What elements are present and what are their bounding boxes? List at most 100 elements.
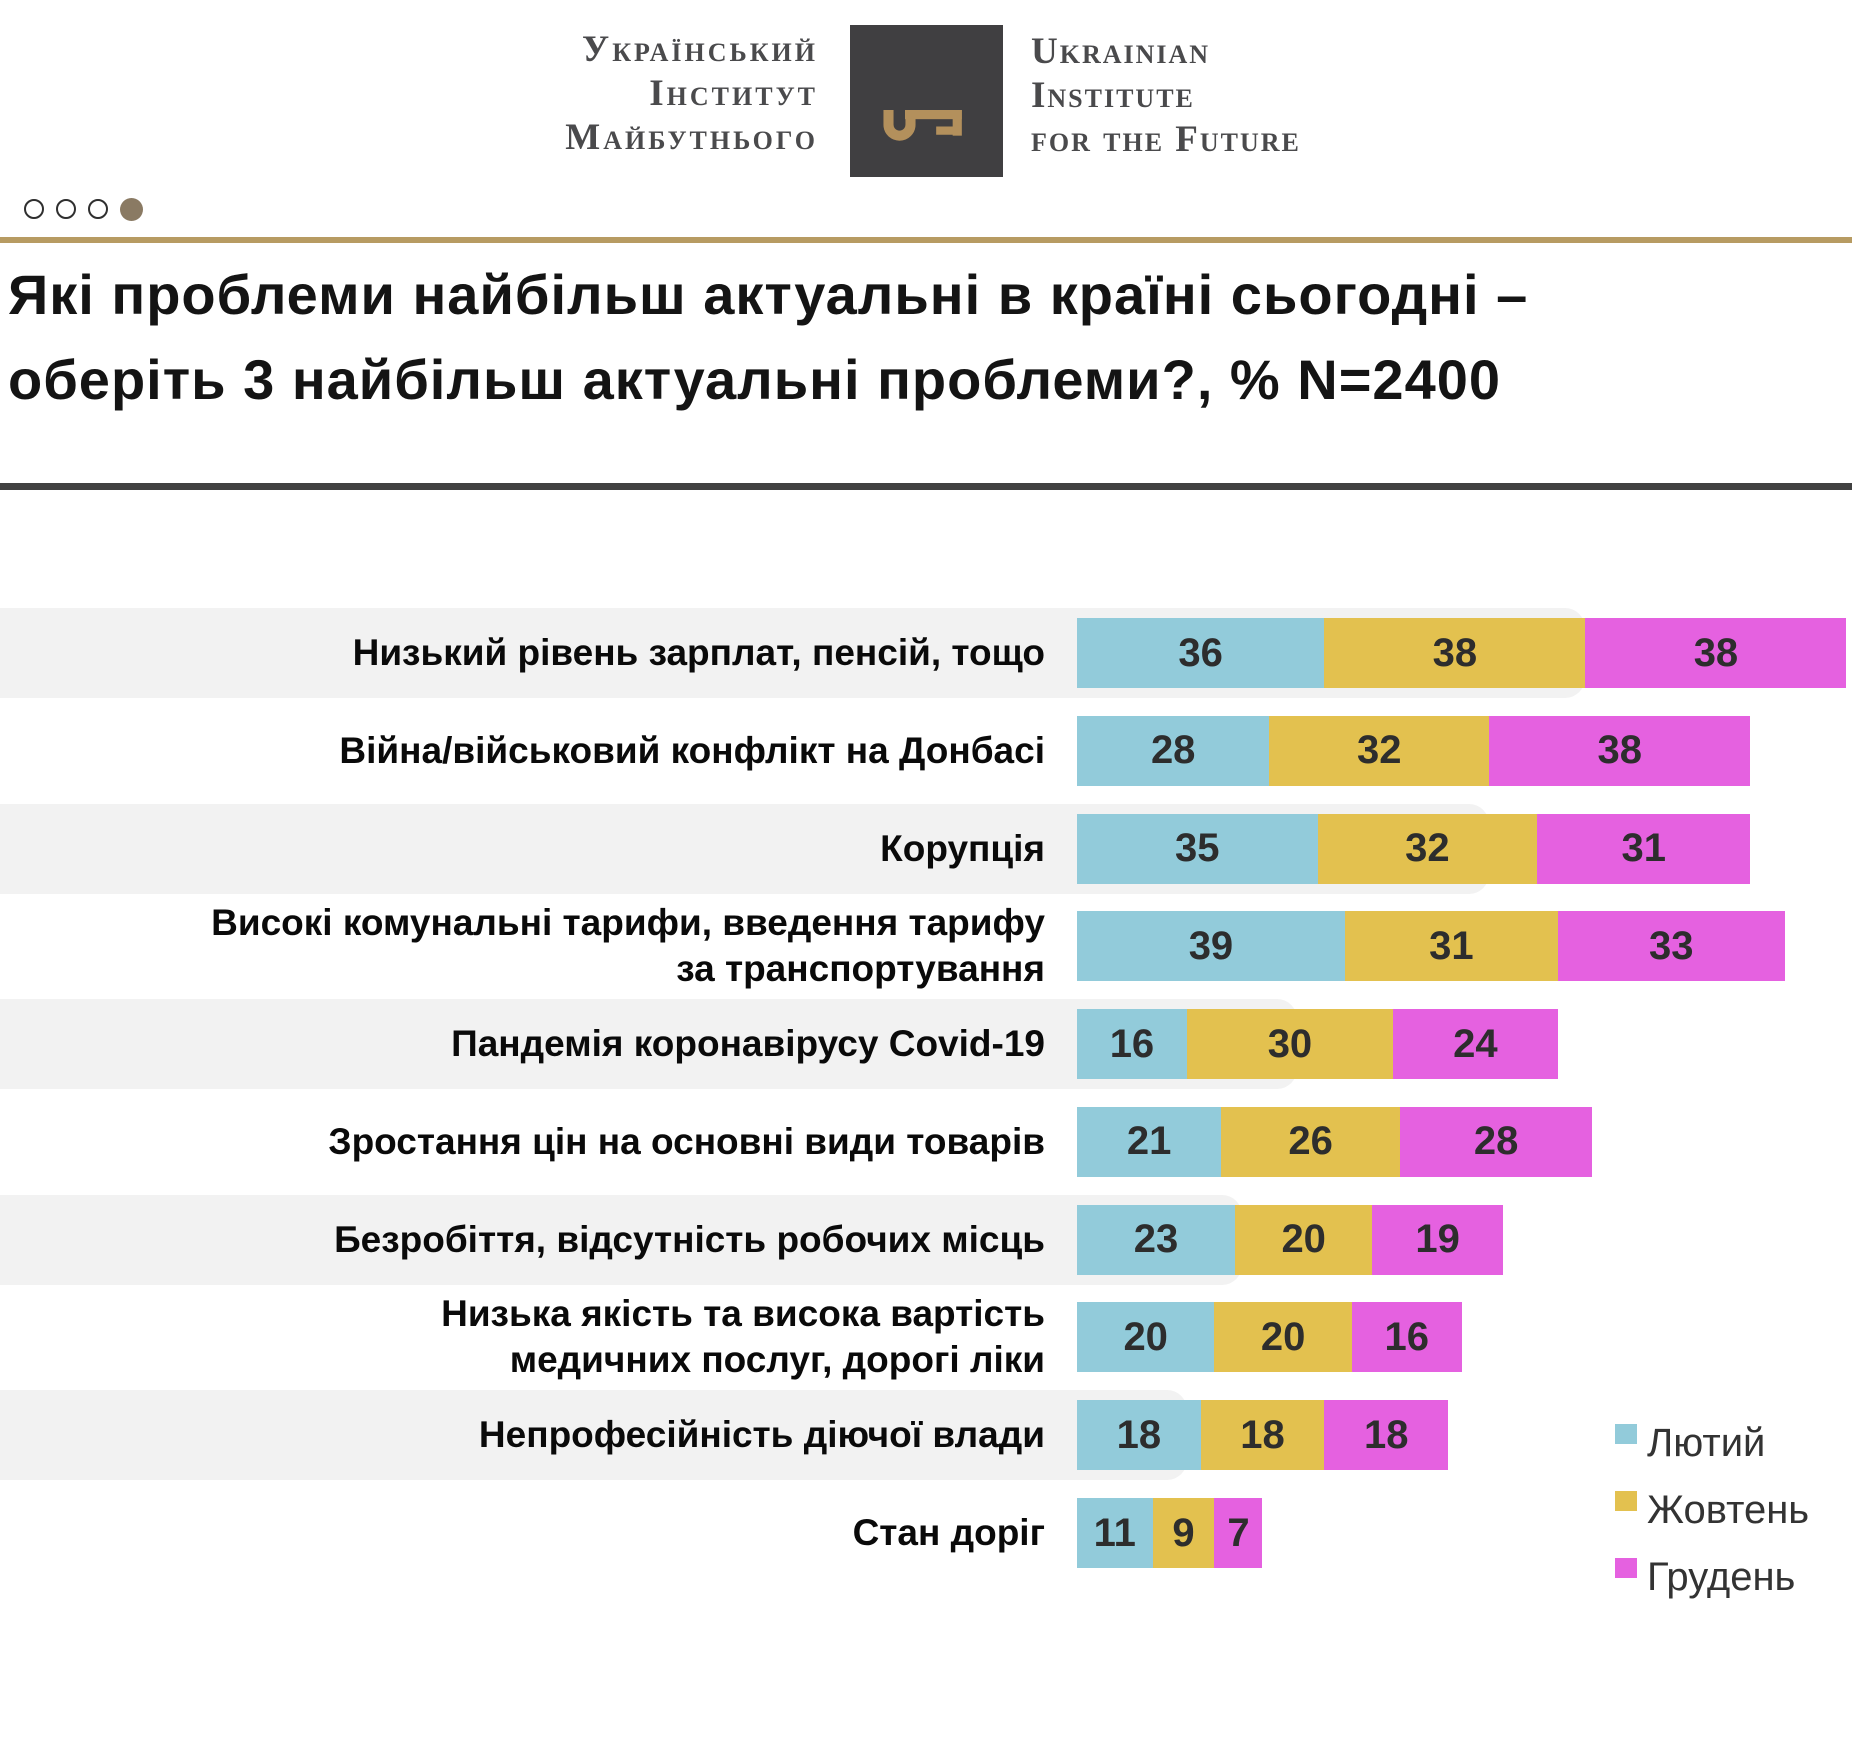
bar-segment-Жовтень: 32: [1269, 715, 1490, 786]
org-en-line3: for the Future: [1031, 119, 1301, 160]
legend-swatch: [1615, 1424, 1637, 1444]
bar-group: 20 20 16: [1077, 1302, 1462, 1373]
legend-item-Грудень: Грудень: [1615, 1555, 1809, 1599]
chart-row-4: Високі комунальні тарифи, введення тариф…: [0, 901, 1852, 991]
title-line2: оберіть 3 найбільш актуальні проблеми?, …: [8, 348, 1502, 411]
category-label-line: Пандемія коронавірусу Covid-19: [451, 1023, 1045, 1065]
bar-group: 18 18 18: [1077, 1400, 1449, 1471]
bar-group: 11 9 7: [1077, 1498, 1263, 1569]
category-label: Низький рівень зарплат, пенсій, тощо: [353, 608, 1045, 698]
bar-segment-Лютий: 21: [1077, 1106, 1222, 1177]
legend-item-Жовтень: Жовтень: [1615, 1488, 1810, 1532]
bar-segment-Лютий: 39: [1077, 911, 1345, 982]
bar-segment-Жовтень: 32: [1317, 813, 1538, 884]
category-label: Стан доріг: [853, 1488, 1045, 1578]
org-name-ukrainian: Український Інститут Майбутнього: [400, 28, 818, 160]
category-label-line: Високі комунальні тарифи, введення тариф…: [211, 902, 1045, 944]
bar-segment-Грудень: 38: [1489, 715, 1751, 786]
category-label: Низька якість та висока вартість медичних…: [441, 1292, 1045, 1382]
gold-divider: [0, 237, 1852, 243]
bar-group: 39 31 33: [1077, 911, 1785, 982]
bar-segment-Грудень: 33: [1557, 911, 1785, 982]
category-label-line: Зростання цін на основні види товарів: [328, 1120, 1045, 1162]
bar-segment-Грудень: 28: [1399, 1106, 1593, 1177]
bar-segment-Жовтень: 38: [1324, 618, 1586, 688]
bar-group: 35 32 31: [1077, 813, 1751, 884]
legend-label: Грудень: [1647, 1555, 1796, 1599]
category-label-line: Війна/військовий конфлікт на Донбасі: [339, 729, 1045, 771]
bar-segment-Жовтень: 20: [1235, 1204, 1373, 1275]
org-ua-line1: Український: [582, 29, 818, 70]
bar-segment-Жовтень: 18: [1200, 1400, 1325, 1471]
logo-mark: [850, 25, 1003, 177]
chart-row-6: Зростання цін на основні види товарів 21 2…: [0, 1097, 1852, 1187]
bar-group: 28 32 38: [1077, 715, 1751, 786]
bar-segment-Жовтень: 9: [1152, 1498, 1215, 1569]
page-dot-2[interactable]: [56, 199, 76, 219]
legend-label: Лютий: [1647, 1421, 1766, 1465]
bar-segment-Лютий: 11: [1077, 1498, 1153, 1569]
category-label-line: Низький рівень зарплат, пенсій, тощо: [352, 632, 1045, 673]
chart-row-8: Низька якість та висока вартість медичних…: [0, 1292, 1852, 1382]
category-label-line: за транспортування: [676, 948, 1045, 990]
bar-group: 23 20 19: [1077, 1204, 1503, 1275]
bar-segment-Грудень: 38: [1585, 618, 1847, 688]
bar-segment-Жовтень: 26: [1221, 1106, 1400, 1177]
category-label: Високі комунальні тарифи, введення тариф…: [211, 901, 1045, 991]
bar-group: 16 30 24: [1077, 1009, 1558, 1080]
bar-segment-Жовтень: 20: [1214, 1302, 1352, 1373]
legend-item-Лютий: Лютий: [1615, 1421, 1809, 1465]
page-dot-3[interactable]: [88, 199, 108, 219]
page-dot-1[interactable]: [24, 199, 44, 219]
org-en-line2: Institute: [1031, 75, 1195, 116]
bar-segment-Грудень: 7: [1214, 1498, 1263, 1569]
chart-row-10: Стан доріг 11 9 7: [0, 1488, 1852, 1578]
chart-row-9: Непрофесійність діючої влади 18 18 18: [0, 1390, 1852, 1481]
chart-row-7: Безробіття, відсутність робочих місць 23 2…: [0, 1194, 1852, 1285]
pagination-dots: [24, 197, 143, 221]
chart-row-3: Корупція 35 32 31: [0, 803, 1852, 894]
bar-segment-Грудень: 18: [1324, 1400, 1449, 1471]
row-highlight-band: [0, 1390, 1187, 1481]
legend-label: Жовтень: [1647, 1488, 1810, 1532]
org-en-line1: Ukrainian: [1031, 31, 1211, 72]
category-label: Війна/військовий конфлікт на Донбасі: [339, 706, 1045, 796]
bar-segment-Лютий: 23: [1077, 1204, 1235, 1275]
bar-segment-Лютий: 28: [1077, 715, 1270, 786]
row-highlight-band: [0, 1194, 1242, 1285]
page-dot-4[interactable]: [120, 197, 143, 221]
chart-row-5: Пандемія коронавірусу Covid-19 16 30 24: [0, 999, 1852, 1090]
bar-segment-Лютий: 16: [1077, 1009, 1187, 1080]
category-label-line: Непрофесійність діючої влади: [478, 1414, 1045, 1456]
category-label: Безробіття, відсутність робочих місць: [334, 1195, 1045, 1285]
bar-segment-Грудень: 19: [1372, 1204, 1503, 1275]
bar-segment-Жовтень: 30: [1186, 1009, 1393, 1080]
bar-segment-Грудень: 31: [1537, 813, 1751, 884]
bar-segment-Лютий: 35: [1077, 813, 1318, 884]
category-label: Непрофесійність діючої влади: [479, 1390, 1045, 1480]
category-label-line: Стан доріг: [852, 1512, 1045, 1554]
dark-divider: [0, 483, 1852, 490]
bar-segment-Лютий: 18: [1077, 1400, 1201, 1471]
bar-segment-Грудень: 24: [1392, 1009, 1558, 1080]
category-label-line: медичних послуг, дорогі ліки: [509, 1339, 1045, 1381]
header-logo: Український Інститут Майбутнього Ukraini…: [0, 0, 1852, 190]
title-line1: Які проблеми найбільш актуальні в країні…: [8, 263, 1529, 326]
category-label: Корупція: [880, 804, 1045, 894]
bar-group: 36 38 38: [1077, 618, 1847, 688]
bar-group: 21 26 28: [1077, 1106, 1593, 1177]
bar-segment-Лютий: 36: [1077, 618, 1325, 688]
category-label-line: Безробіття, відсутність робочих місць: [334, 1218, 1045, 1260]
chart-row-1: Низький рівень зарплат, пенсій, тощо 36 38…: [0, 608, 1852, 698]
page-title: Які проблеми найбільш актуальні в країні…: [8, 252, 1848, 422]
chart-legend: Лютий Жовтень Грудень: [1615, 1422, 1809, 1623]
category-label: Зростання цін на основні види товарів: [328, 1097, 1045, 1187]
legend-swatch: [1615, 1558, 1637, 1578]
legend-swatch: [1615, 1491, 1637, 1511]
org-ua-line2: Інститут: [649, 73, 818, 114]
bar-segment-Лютий: 20: [1077, 1302, 1215, 1373]
org-name-english: Ukrainian Institute for the Future: [1031, 30, 1451, 162]
bar-segment-Грудень: 16: [1351, 1302, 1462, 1373]
